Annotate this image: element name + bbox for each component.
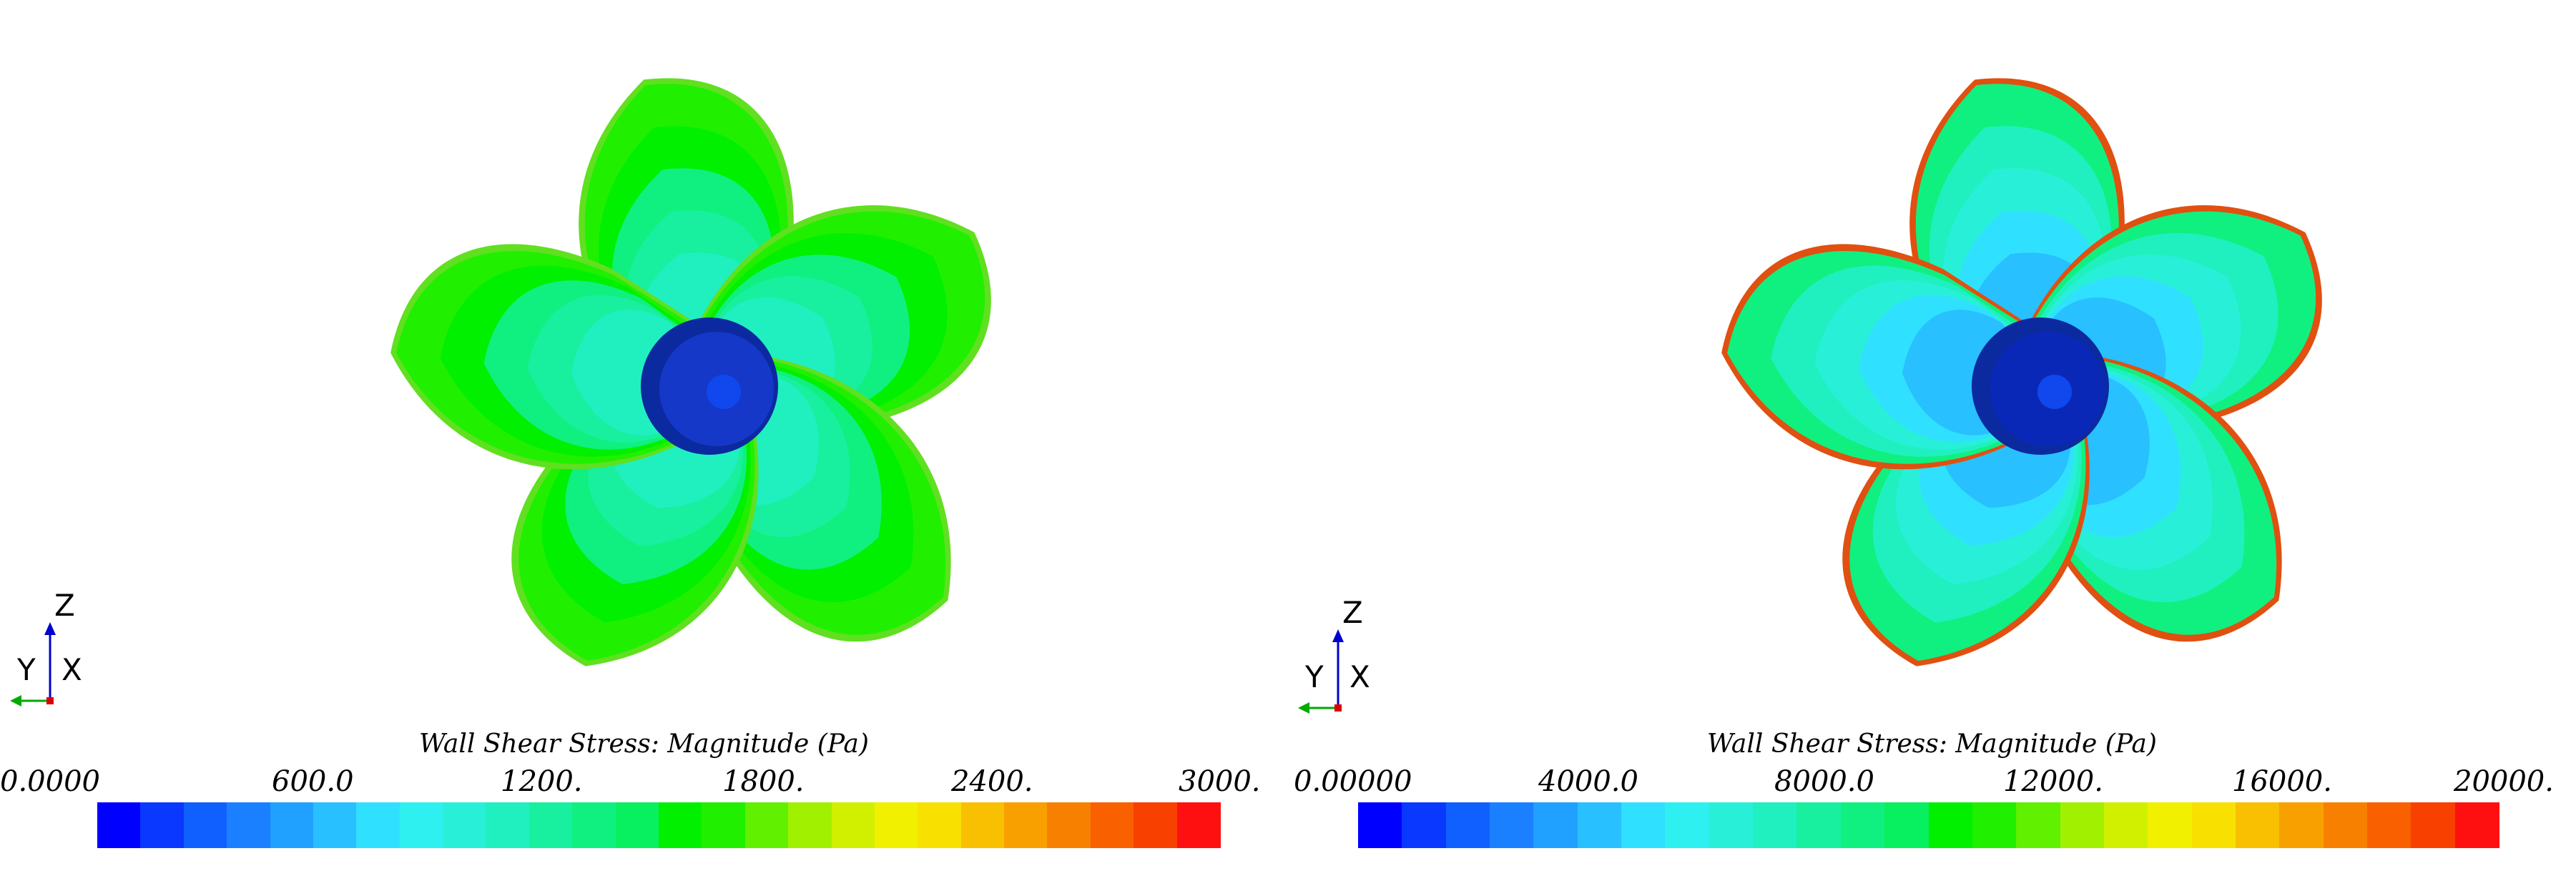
propeller-render-left xyxy=(390,78,991,666)
propeller-render-right xyxy=(1721,78,2322,666)
colorbar-segment xyxy=(2103,802,2149,848)
colorbar-segment xyxy=(1928,802,1973,848)
left-propeller-panel: Z Y X Wall Shear Stress: Magnitude (Pa) … xyxy=(0,78,1261,848)
axis-triad-right: Z Y X xyxy=(1295,579,1438,722)
axis-label-up: Z xyxy=(1342,595,1363,630)
hub-boss xyxy=(707,375,741,409)
colorbar-segment xyxy=(2191,802,2236,848)
colorbar-segment xyxy=(1047,802,1091,848)
colorbar-segment xyxy=(1621,802,1666,848)
colorbar-segment xyxy=(615,802,659,848)
colorbar-tick: 8000.0 xyxy=(1774,765,1874,798)
colorbar-segment xyxy=(1709,802,1754,848)
colorbar-segment xyxy=(659,802,703,848)
colorbar-segment xyxy=(1090,802,1135,848)
propeller-blade xyxy=(390,244,704,470)
colorbar-segment xyxy=(183,802,228,848)
colorbar-segment xyxy=(2016,802,2061,848)
colorbar-segment xyxy=(1884,802,1929,848)
colorbar-title-left: Wall Shear Stress: Magnitude (Pa) xyxy=(419,729,869,759)
axis-label-left: Y xyxy=(1305,659,1324,694)
colorbar-segment xyxy=(2454,802,2499,848)
colorbar-segment xyxy=(140,802,185,848)
colorbar-segment xyxy=(356,802,400,848)
colorbar-segment xyxy=(1796,802,1842,848)
colorbar-segment xyxy=(1665,802,1710,848)
axis-label-up: Z xyxy=(54,588,75,623)
colorbar-segment xyxy=(270,802,314,848)
axis-arrows xyxy=(10,622,56,707)
colorbar-segment xyxy=(2148,802,2193,848)
colorbar-tick: 16000. xyxy=(2232,765,2332,798)
axis-label-out: X xyxy=(1350,659,1370,694)
colorbar-segment xyxy=(1753,802,1798,848)
colorbar-tick: 2400. xyxy=(951,765,1033,798)
colorbar-tick: 600.0 xyxy=(272,765,354,798)
propeller-blade xyxy=(1721,244,2035,470)
colorbar-segment xyxy=(97,802,142,848)
colorbar-segment xyxy=(1490,802,1535,848)
colorbar-segment xyxy=(1445,802,1491,848)
colorbar-tick: 3000. xyxy=(1179,765,1261,798)
colorbar-tick: 0.00000 xyxy=(1294,765,1412,798)
colorbar-tick: 1800. xyxy=(722,765,805,798)
colorbar-tick: 12000. xyxy=(2003,765,2103,798)
colorbar-tick: 20000. xyxy=(2454,765,2554,798)
colorbar-segment xyxy=(2323,802,2368,848)
colorbar-segment xyxy=(2366,802,2412,848)
colorbar-segment xyxy=(1176,802,1221,848)
colorbar-segment xyxy=(788,802,832,848)
colorbar-segment xyxy=(1972,802,2017,848)
colorbar-segment xyxy=(1134,802,1178,848)
colorbar-segment xyxy=(1533,802,1578,848)
colorbar-tick: 4000.0 xyxy=(1538,765,1638,798)
colorbar-segment xyxy=(399,802,444,848)
colorbar-segment xyxy=(313,802,358,848)
axis-label-out: X xyxy=(62,652,82,687)
colorbar-segment xyxy=(918,802,962,848)
colorbar-segment xyxy=(1358,802,1403,848)
hub-boss xyxy=(2037,375,2072,409)
colorbar-segment xyxy=(960,802,1006,848)
colorbar-left xyxy=(97,802,1221,848)
colorbar-tick: 1200. xyxy=(501,765,583,798)
colorbar-segment xyxy=(486,802,530,848)
colorbar-segment xyxy=(831,802,875,848)
colorbar-title-right: Wall Shear Stress: Magnitude (Pa) xyxy=(1707,729,2157,759)
colorbar-segment xyxy=(572,802,616,848)
colorbar-segment xyxy=(1840,802,1886,848)
colorbar-segment xyxy=(443,802,487,848)
colorbar-segment xyxy=(2060,802,2105,848)
axis-label-left: Y xyxy=(17,652,36,687)
colorbar-segment xyxy=(1004,802,1048,848)
colorbar-segment xyxy=(1577,802,1623,848)
colorbar-segment xyxy=(2235,802,2281,848)
colorbar-segment xyxy=(702,802,746,848)
colorbar-segment xyxy=(2279,802,2324,848)
right-propeller-panel: Z Y X Wall Shear Stress: Magnitude (Pa) … xyxy=(1288,0,2576,876)
colorbar-segment xyxy=(529,802,574,848)
axis-triad-left: Z Y X xyxy=(7,572,150,715)
colorbar-segment xyxy=(2411,802,2456,848)
colorbar-tick: 0.0000 xyxy=(0,765,100,798)
colorbar-segment xyxy=(874,802,919,848)
colorbar-segment xyxy=(1402,802,1447,848)
colorbar-segment xyxy=(227,802,271,848)
colorbar-right xyxy=(1358,802,2499,848)
colorbar-segment xyxy=(744,802,790,848)
axis-arrows xyxy=(1298,629,1344,714)
